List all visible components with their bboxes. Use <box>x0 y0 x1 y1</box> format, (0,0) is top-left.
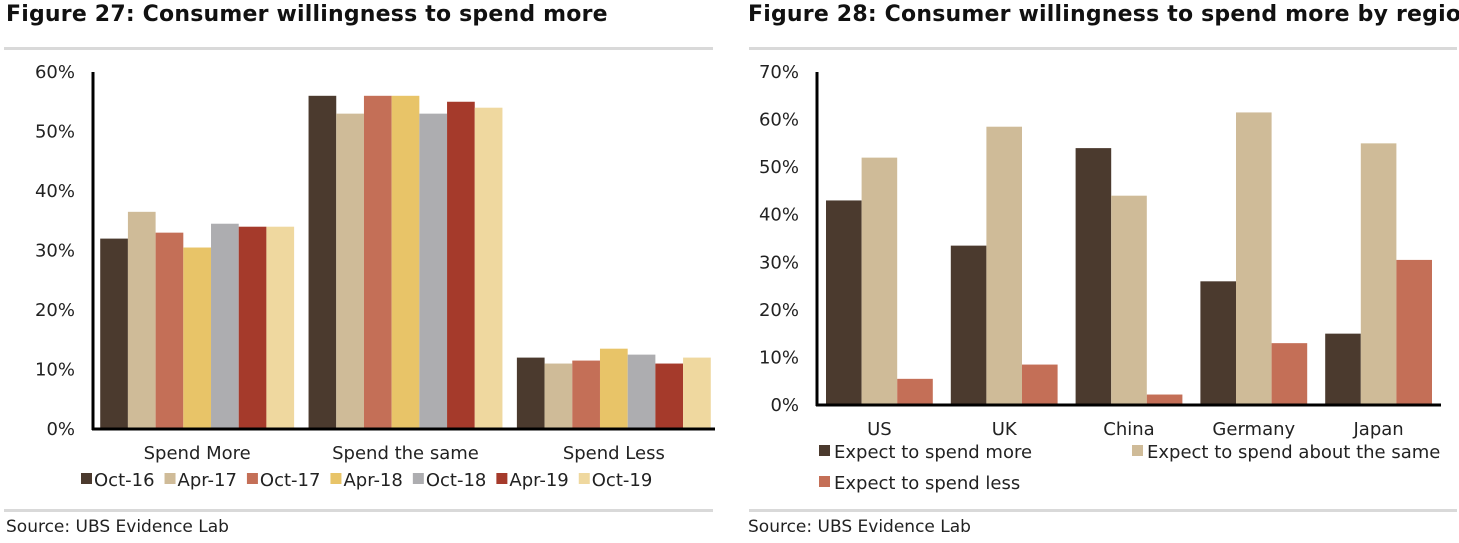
legend-label: Expect to spend more <box>834 442 1032 463</box>
legend-swatch <box>164 473 176 484</box>
legend-label: Apr-19 <box>509 470 568 491</box>
bar-oct-18-spend-more <box>211 223 239 429</box>
legend-label: Apr-17 <box>178 470 237 491</box>
bar-apr-19-spend-the-same <box>447 101 475 429</box>
figure-28-title: Figure 28: Consumer willingness to spend… <box>748 2 1459 27</box>
y-tick-label: 40% <box>759 205 799 226</box>
bar-oct-16-spend-the-same <box>308 95 337 430</box>
figure-27-bottom-rule <box>4 509 713 512</box>
legend-label: Apr-18 <box>343 470 402 491</box>
bar-expect-to-spend-about-the-same-us <box>861 157 898 405</box>
bar-oct-19-spend-the-same <box>474 107 503 429</box>
bar-expect-to-spend-more-japan <box>1325 333 1361 405</box>
bar-expect-to-spend-less-china <box>1146 394 1183 405</box>
y-tick-label: 40% <box>35 181 75 202</box>
legend-label: Oct-17 <box>260 470 321 491</box>
legend-label: Expect to spend about the same <box>1147 442 1440 463</box>
y-tick-label: 50% <box>759 157 799 178</box>
figure-28-source: Source: UBS Evidence Lab <box>748 517 971 537</box>
y-tick-label: 0% <box>770 395 799 416</box>
y-tick-label: 60% <box>35 62 75 83</box>
bar-apr-17-spend-the-same <box>336 113 364 430</box>
bar-apr-19-spend-less <box>655 363 684 429</box>
y-tick-label: 20% <box>759 300 799 321</box>
bar-apr-18-spend-less <box>599 348 628 429</box>
bar-expect-to-spend-more-us <box>826 200 862 405</box>
bar-expect-to-spend-more-uk <box>950 245 987 405</box>
bar-oct-16-spend-more <box>100 238 128 429</box>
bar-oct-17-spend-more <box>155 232 184 429</box>
legend-swatch <box>496 473 508 484</box>
legend-swatch <box>819 476 830 487</box>
bar-expect-to-spend-less-germany <box>1271 343 1308 405</box>
legend-swatch <box>81 473 92 484</box>
x-category-label: Spend the same <box>332 443 479 464</box>
legend-swatch <box>246 473 258 484</box>
x-category-label: UK <box>992 419 1018 440</box>
x-category-label: Japan <box>1352 419 1403 440</box>
bar-oct-19-spend-less <box>683 357 711 429</box>
y-tick-label: 0% <box>46 419 75 440</box>
y-tick-label: 30% <box>759 252 799 273</box>
bar-oct-16-spend-less <box>516 357 545 429</box>
bar-expect-to-spend-about-the-same-japan <box>1360 143 1397 405</box>
x-category-label: Germany <box>1212 419 1295 440</box>
legend-swatch <box>330 473 342 484</box>
y-tick-label: 60% <box>759 110 799 131</box>
figure-27-panel: Figure 27: Consumer willingness to spend… <box>0 0 715 543</box>
bar-expect-to-spend-less-us <box>897 378 933 405</box>
figure-28-top-rule <box>749 47 1457 50</box>
y-tick-label: 20% <box>35 300 75 321</box>
x-category-label: US <box>867 419 892 440</box>
legend-swatch <box>1132 445 1143 456</box>
x-category-label: Spend Less <box>563 443 665 464</box>
bar-oct-17-spend-less <box>572 360 600 429</box>
figure-27-source: Source: UBS Evidence Lab <box>6 517 229 537</box>
bar-oct-19-spend-more <box>266 226 295 429</box>
figure-27-title: Figure 27: Consumer willingness to spend… <box>6 2 608 27</box>
legend-swatch <box>412 473 424 484</box>
y-tick-label: 10% <box>35 360 75 381</box>
bar-expect-to-spend-more-germany <box>1200 281 1236 405</box>
figure-28-chart: 0% 10% 20% 30% 40% 50% 60% 70% US UK China Germany J… <box>759 62 1441 494</box>
bar-apr-18-spend-more <box>183 247 212 429</box>
bar-expect-to-spend-about-the-same-china <box>1111 195 1147 405</box>
legend-label: Expect to spend less <box>834 473 1020 494</box>
x-category-label: China <box>1103 419 1154 440</box>
bar-apr-17-spend-less <box>544 363 573 429</box>
bar-expect-to-spend-less-japan <box>1396 259 1432 405</box>
bar-apr-18-spend-the-same <box>391 95 420 430</box>
bar-expect-to-spend-more-china <box>1075 148 1112 405</box>
bar-apr-19-spend-more <box>238 226 267 429</box>
bar-oct-18-spend-the-same <box>419 113 448 430</box>
legend-swatch <box>819 445 830 456</box>
figure-28-bottom-rule <box>749 509 1457 512</box>
bar-apr-17-spend-more <box>127 211 156 429</box>
figure-27-top-rule <box>4 47 713 50</box>
bar-expect-to-spend-about-the-same-uk <box>986 126 1022 405</box>
figure-28-panel: Figure 28: Consumer willingness to spend… <box>745 0 1459 543</box>
legend-label: Oct-16 <box>94 470 155 491</box>
legend-label: Oct-19 <box>592 470 653 491</box>
bar-oct-18-spend-less <box>627 354 656 429</box>
y-tick-label: 70% <box>759 62 799 83</box>
bar-oct-17-spend-the-same <box>363 95 392 430</box>
legend-swatch <box>578 473 590 484</box>
x-category-label: Spend More <box>144 443 251 464</box>
y-tick-label: 10% <box>759 347 799 368</box>
bar-expect-to-spend-about-the-same-germany <box>1236 112 1272 405</box>
y-tick-label: 50% <box>35 122 75 143</box>
legend-label: Oct-18 <box>426 470 487 491</box>
figure-27-chart: 0% 10% 20% 30% 40% 50% 60% Spend More Spend the … <box>35 62 715 491</box>
y-tick-label: 30% <box>35 241 75 262</box>
bar-expect-to-spend-less-uk <box>1022 364 1058 405</box>
